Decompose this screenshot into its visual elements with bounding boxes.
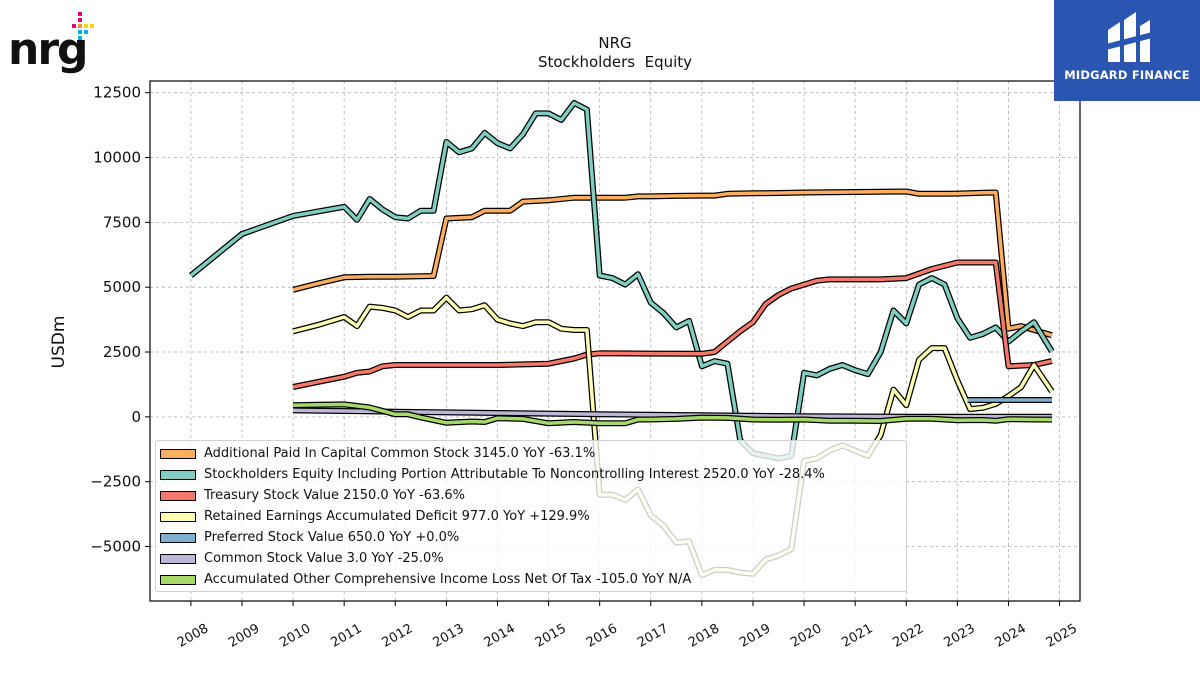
x-tick-label: 2014 [482,621,518,651]
series-line [292,189,1053,337]
y-axis-label: USDm [49,316,69,369]
y-tick-label: −2500 [90,473,141,491]
midgard-mark-icon [1106,12,1152,62]
legend-swatch [160,470,196,480]
chart-subtitle: Stockholders Equity [538,53,692,71]
legend-label: Retained Earnings Accumulated Deficit 97… [204,509,590,524]
legend-swatch [160,554,196,564]
y-tick-label: 2500 [103,343,141,361]
legend-label: Stockholders Equity Including Portion At… [204,467,825,482]
series-aoci [293,401,1052,427]
plot-frame [149,80,1081,602]
x-tick-label: 2008 [175,621,211,651]
legend-label: Accumulated Other Comprehensive Income L… [204,572,692,587]
x-tick-label: 2020 [788,621,824,651]
series-apic [292,188,1053,339]
x-tick-label: 2016 [584,621,620,651]
series-line [292,260,1053,389]
y-tick-label: 7500 [103,213,141,231]
nrg-logo: nrg [4,6,104,72]
x-tick-label: 2023 [942,621,978,651]
legend-label: Additional Paid In Capital Common Stock … [204,446,596,461]
chart-legend: Additional Paid In Capital Common Stock … [155,440,907,592]
nrg-spark-icon [72,12,94,40]
legend-swatch [160,575,196,585]
x-tick-label: 2012 [379,621,415,651]
nrg-wordmark: nrg [8,24,89,75]
series-treasury [292,259,1053,390]
x-tick-label: 2013 [431,621,467,651]
midgard-finance-text: MIDGARD FINANCE [1064,68,1190,82]
legend-swatch [160,491,196,501]
y-tick-label: 10000 [93,149,141,167]
legend-label: Treasury Stock Value 2150.0 YoY -63.6% [204,488,466,503]
midgard-finance-logo: MIDGARD FINANCE [1054,0,1200,101]
x-tick-label: 2022 [890,621,926,651]
series-layer [189,100,1055,579]
x-tick-label: 2021 [839,621,875,651]
x-tick-label: 2015 [533,621,569,651]
x-tick-label: 2024 [993,621,1029,651]
legend-swatch [160,512,196,522]
y-tick-label: −5000 [90,538,141,556]
legend-swatch [160,533,196,543]
y-tick-label: 5000 [103,278,141,296]
x-tick-label: 2011 [328,621,364,651]
series-equity [189,100,1055,462]
x-tick-label: 2017 [635,621,671,651]
x-tick-label: 2009 [226,621,262,651]
legend-label: Preferred Stock Value 650.0 YoY +0.0% [204,530,460,545]
x-tick-label: 2010 [277,621,313,651]
series-line [189,101,1054,461]
legend-swatch [160,449,196,459]
chart-title: NRG [598,34,631,52]
x-tick-label: 2019 [737,621,773,651]
legend-label: Common Stock Value 3.0 YoY -25.0% [204,551,444,566]
x-tick-label: 2018 [686,621,722,651]
y-tick-label: 12500 [93,84,141,102]
x-tick-label: 2025 [1044,621,1080,651]
y-tick-label: 0 [131,408,141,426]
series-common [293,407,1052,420]
series-line [293,408,1052,419]
series-line [293,402,1052,426]
